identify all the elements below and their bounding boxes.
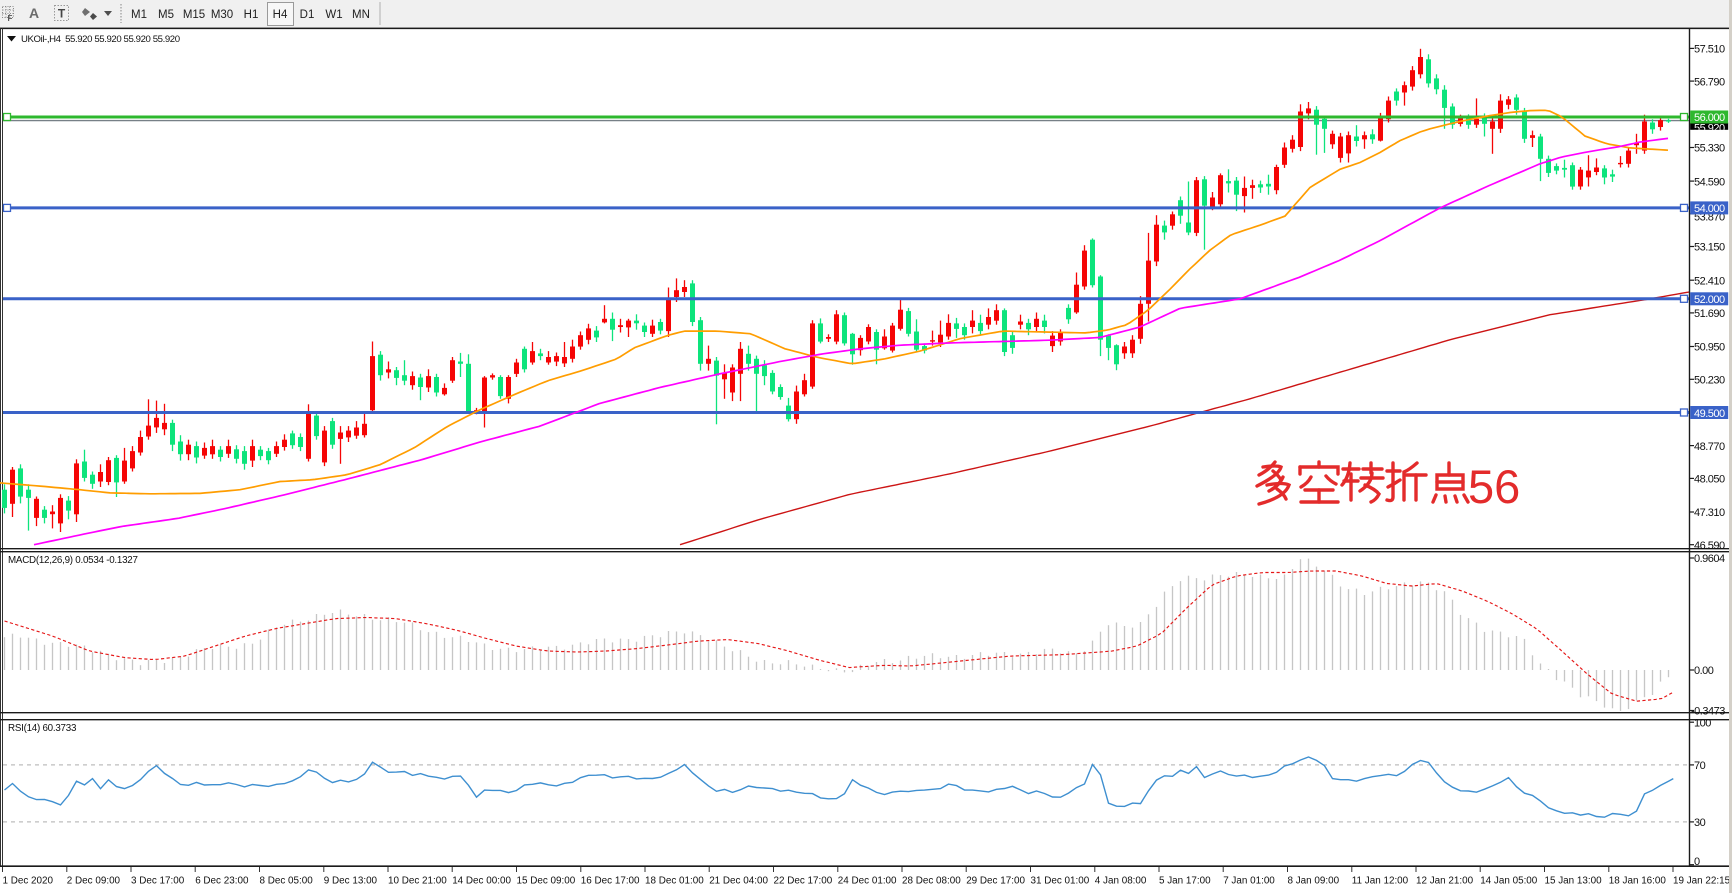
svg-text:8 Dec 05:00: 8 Dec 05:00 <box>260 876 314 887</box>
svg-text:22 Dec 17:00: 22 Dec 17:00 <box>774 876 833 887</box>
svg-text:D1: D1 <box>300 9 315 21</box>
svg-text:24 Dec 01:00: 24 Dec 01:00 <box>838 876 897 887</box>
svg-text:M5: M5 <box>158 9 174 21</box>
svg-text:12 Jan 21:00: 12 Jan 21:00 <box>1416 876 1474 887</box>
svg-text:F: F <box>8 14 13 23</box>
svg-text:100: 100 <box>1694 717 1711 729</box>
svg-text:8 Jan 09:00: 8 Jan 09:00 <box>1288 876 1340 887</box>
svg-text:46.590: 46.590 <box>1694 540 1725 552</box>
svg-text:30: 30 <box>1694 817 1706 829</box>
svg-text:48.770: 48.770 <box>1694 441 1725 453</box>
svg-text:MN: MN <box>352 9 370 21</box>
svg-text:47.310: 47.310 <box>1694 507 1725 519</box>
svg-text:28 Dec 08:00: 28 Dec 08:00 <box>902 876 961 887</box>
svg-text:7 Jan 01:00: 7 Jan 01:00 <box>1223 876 1275 887</box>
svg-text:3 Dec 17:00: 3 Dec 17:00 <box>131 876 185 887</box>
svg-text:48.050: 48.050 <box>1694 474 1725 486</box>
svg-text:A: A <box>29 5 39 21</box>
svg-text:57.510: 57.510 <box>1694 44 1725 56</box>
svg-text:H4: H4 <box>273 9 288 21</box>
svg-text:14 Dec 00:00: 14 Dec 00:00 <box>452 876 511 887</box>
svg-text:52.000: 52.000 <box>1694 294 1725 306</box>
svg-text:19 Jan 22:15: 19 Jan 22:15 <box>1673 876 1731 887</box>
svg-text:UKOil-,H4 55.920 55.920 55.92: UKOil-,H4 55.920 55.920 55.920 55.920 <box>21 34 180 45</box>
svg-text:-0.3473: -0.3473 <box>1691 706 1725 718</box>
svg-text:21 Dec 04:00: 21 Dec 04:00 <box>709 876 768 887</box>
svg-text:56: 56 <box>1468 460 1520 513</box>
svg-text:5 Jan 17:00: 5 Jan 17:00 <box>1159 876 1211 887</box>
svg-text:W1: W1 <box>325 9 342 21</box>
svg-text:M30: M30 <box>211 9 233 21</box>
svg-text:53.150: 53.150 <box>1694 242 1725 254</box>
svg-text:54.000: 54.000 <box>1694 203 1725 215</box>
svg-text:9 Dec 13:00: 9 Dec 13:00 <box>324 876 378 887</box>
svg-text:0: 0 <box>1694 856 1700 868</box>
svg-text:70: 70 <box>1694 760 1706 772</box>
svg-text:0.9604: 0.9604 <box>1694 553 1725 565</box>
svg-text:T: T <box>58 7 66 21</box>
svg-text:50.950: 50.950 <box>1694 342 1725 354</box>
svg-text:55.920: 55.920 <box>1694 122 1725 134</box>
svg-text:10 Dec 21:00: 10 Dec 21:00 <box>388 876 447 887</box>
svg-text:18 Jan 16:00: 18 Jan 16:00 <box>1609 876 1667 887</box>
svg-text:2 Dec 09:00: 2 Dec 09:00 <box>67 876 121 887</box>
svg-text:50.230: 50.230 <box>1694 375 1725 387</box>
svg-text:6 Dec 23:00: 6 Dec 23:00 <box>195 876 249 887</box>
svg-text:16 Dec 17:00: 16 Dec 17:00 <box>581 876 640 887</box>
svg-text:14 Jan 05:00: 14 Jan 05:00 <box>1480 876 1538 887</box>
svg-text:0.00: 0.00 <box>1694 665 1714 677</box>
svg-text:MACD(12,26,9) 0.0534 -0.1327: MACD(12,26,9) 0.0534 -0.1327 <box>8 555 138 566</box>
svg-text:11 Jan 12:00: 11 Jan 12:00 <box>1352 876 1409 887</box>
svg-text:M1: M1 <box>131 9 147 21</box>
svg-text:1 Dec 2020: 1 Dec 2020 <box>3 876 54 887</box>
svg-text:52.410: 52.410 <box>1694 275 1725 287</box>
svg-text:56.000: 56.000 <box>1694 112 1725 124</box>
svg-text:M15: M15 <box>183 9 205 21</box>
svg-text:31 Dec 01:00: 31 Dec 01:00 <box>1031 876 1090 887</box>
svg-text:49.500: 49.500 <box>1694 408 1725 420</box>
svg-text:51.690: 51.690 <box>1694 308 1725 320</box>
svg-text:56.790: 56.790 <box>1694 76 1725 88</box>
svg-text:53.870: 53.870 <box>1694 212 1725 224</box>
svg-text:55.330: 55.330 <box>1694 143 1725 155</box>
svg-text:54.590: 54.590 <box>1694 176 1725 188</box>
svg-text:29 Dec 17:00: 29 Dec 17:00 <box>966 876 1025 887</box>
svg-text:H1: H1 <box>244 9 259 21</box>
svg-text:18 Dec 01:00: 18 Dec 01:00 <box>645 876 704 887</box>
svg-text:RSI(14) 60.3733: RSI(14) 60.3733 <box>8 723 77 734</box>
svg-text:4 Jan 08:00: 4 Jan 08:00 <box>1095 876 1147 887</box>
svg-text:15 Dec 09:00: 15 Dec 09:00 <box>517 876 576 887</box>
svg-text:15 Jan 13:00: 15 Jan 13:00 <box>1545 876 1603 887</box>
